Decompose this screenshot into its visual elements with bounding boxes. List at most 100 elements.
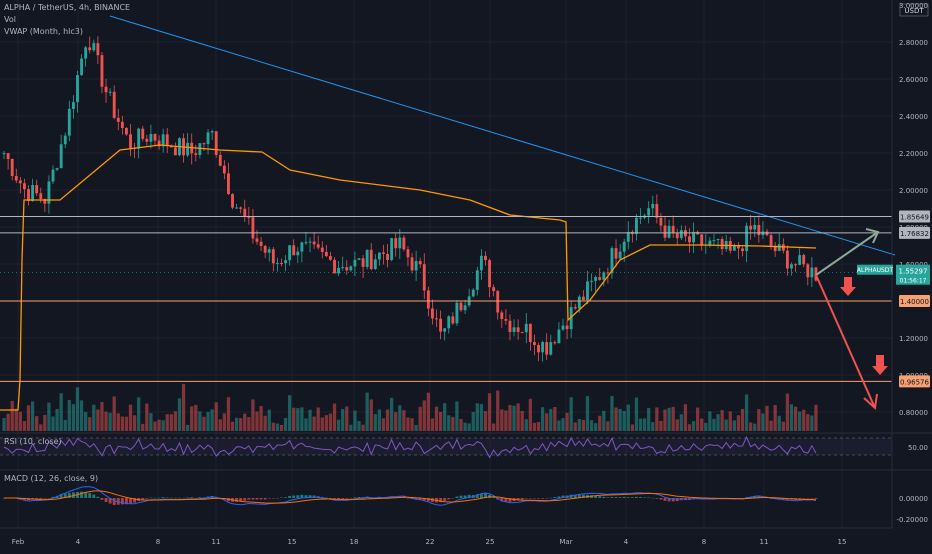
level-label: 1.40000 [900,298,929,306]
volume-bar [744,394,749,431]
volume-bar [251,399,255,431]
volume-bar [528,398,532,431]
rsi-tick-label: 50.00 [908,444,928,452]
y-tick-label: 2.00000 [899,187,928,195]
volume-bar [116,413,120,431]
macd-hist-bar [116,498,120,505]
candle-body [716,239,720,241]
volume-bar [263,415,267,431]
candle-body [47,181,51,204]
candle-body [757,224,761,236]
level-badge [899,226,930,239]
macd-hist-bar [459,495,463,498]
volume-bar [2,418,6,431]
macd-hist-bar [455,496,459,498]
y-tick-label: 1.20000 [899,335,928,343]
volume-bar [802,409,806,431]
volume-bar [198,411,202,431]
macd-hist-bar [492,496,496,498]
volume-bar [304,418,308,431]
volume-bar [504,410,508,431]
candle-body [692,231,695,243]
candle-body [586,281,589,301]
candle-body [688,236,691,243]
macd-hist-bar [418,498,422,500]
macd-hist-bar [602,496,606,498]
volume-bar [516,403,520,431]
candle-body [802,255,806,265]
candle-body [667,225,671,238]
volume-bar [43,414,47,431]
volume-bar [647,408,651,431]
volume-bar [634,397,639,431]
price-symbol: ALPHAUSDT [857,267,894,274]
candle-body [153,133,157,141]
volume-bar [418,406,422,431]
candle-body [402,237,406,250]
candle-body [647,208,651,216]
volume-bar [222,413,226,431]
volume-bar [332,403,337,431]
volume-bar [100,402,104,431]
volume-bar [51,416,55,431]
volume-bar [508,405,512,431]
volume-bar [422,400,426,431]
candle-body [745,225,749,252]
macd-hist-bar [573,494,577,498]
volume-bar [630,424,634,431]
macd-hist-bar [108,498,112,504]
macd-hist-bar [341,498,345,499]
volume-bar [487,393,492,431]
macd-hist-bar [781,498,785,500]
macd-hist-bar [655,498,659,499]
macd-hist-bar [447,498,451,500]
projection-up-line [815,231,879,276]
price-value: 1.55297 [899,268,928,276]
candle-body [753,224,757,230]
candle-body [337,267,341,274]
volume-bar [373,414,377,431]
macd-hist-bar [275,497,279,499]
x-tick-label: 25 [486,538,495,546]
volume-bar [438,411,443,431]
candle-body [67,108,71,136]
volume-bar [789,404,794,431]
macd-hist-bar [337,498,341,499]
projection-up-head [865,228,880,244]
macd-hist-bar [549,497,553,499]
volume-bar [22,421,27,431]
candle-body [435,318,438,320]
level-badge [899,295,930,307]
macd-hist-bar [798,498,802,500]
volume-bar [443,403,447,431]
macd-hist-bar [806,498,810,499]
candle-body [785,250,789,269]
candle-body [71,102,75,109]
candle-body [157,140,161,147]
candle-body [296,251,300,256]
candle-body [263,245,267,253]
volume-bar [757,409,761,431]
volume-bar [602,410,606,431]
macd-hist-bar [463,495,467,498]
candle-body [18,180,22,184]
macd-hist-bar [618,497,622,498]
macd-hist-bar [541,498,545,499]
candle-body [239,207,243,209]
volume-bar [426,392,430,431]
x-tick-label: 18 [350,538,359,546]
macd-hist-bar [753,496,757,498]
volume-bar [377,409,382,431]
candle-body [235,207,239,209]
volume-bar [704,422,708,431]
candle-body [545,342,549,355]
macd-hist-bar [271,498,275,499]
macd-hist-bar [659,498,663,500]
volume-bar [581,419,586,431]
macd-hist-bar [129,498,132,504]
candle-body [769,235,773,246]
volume-bar [181,383,186,431]
candle-body [304,242,308,244]
